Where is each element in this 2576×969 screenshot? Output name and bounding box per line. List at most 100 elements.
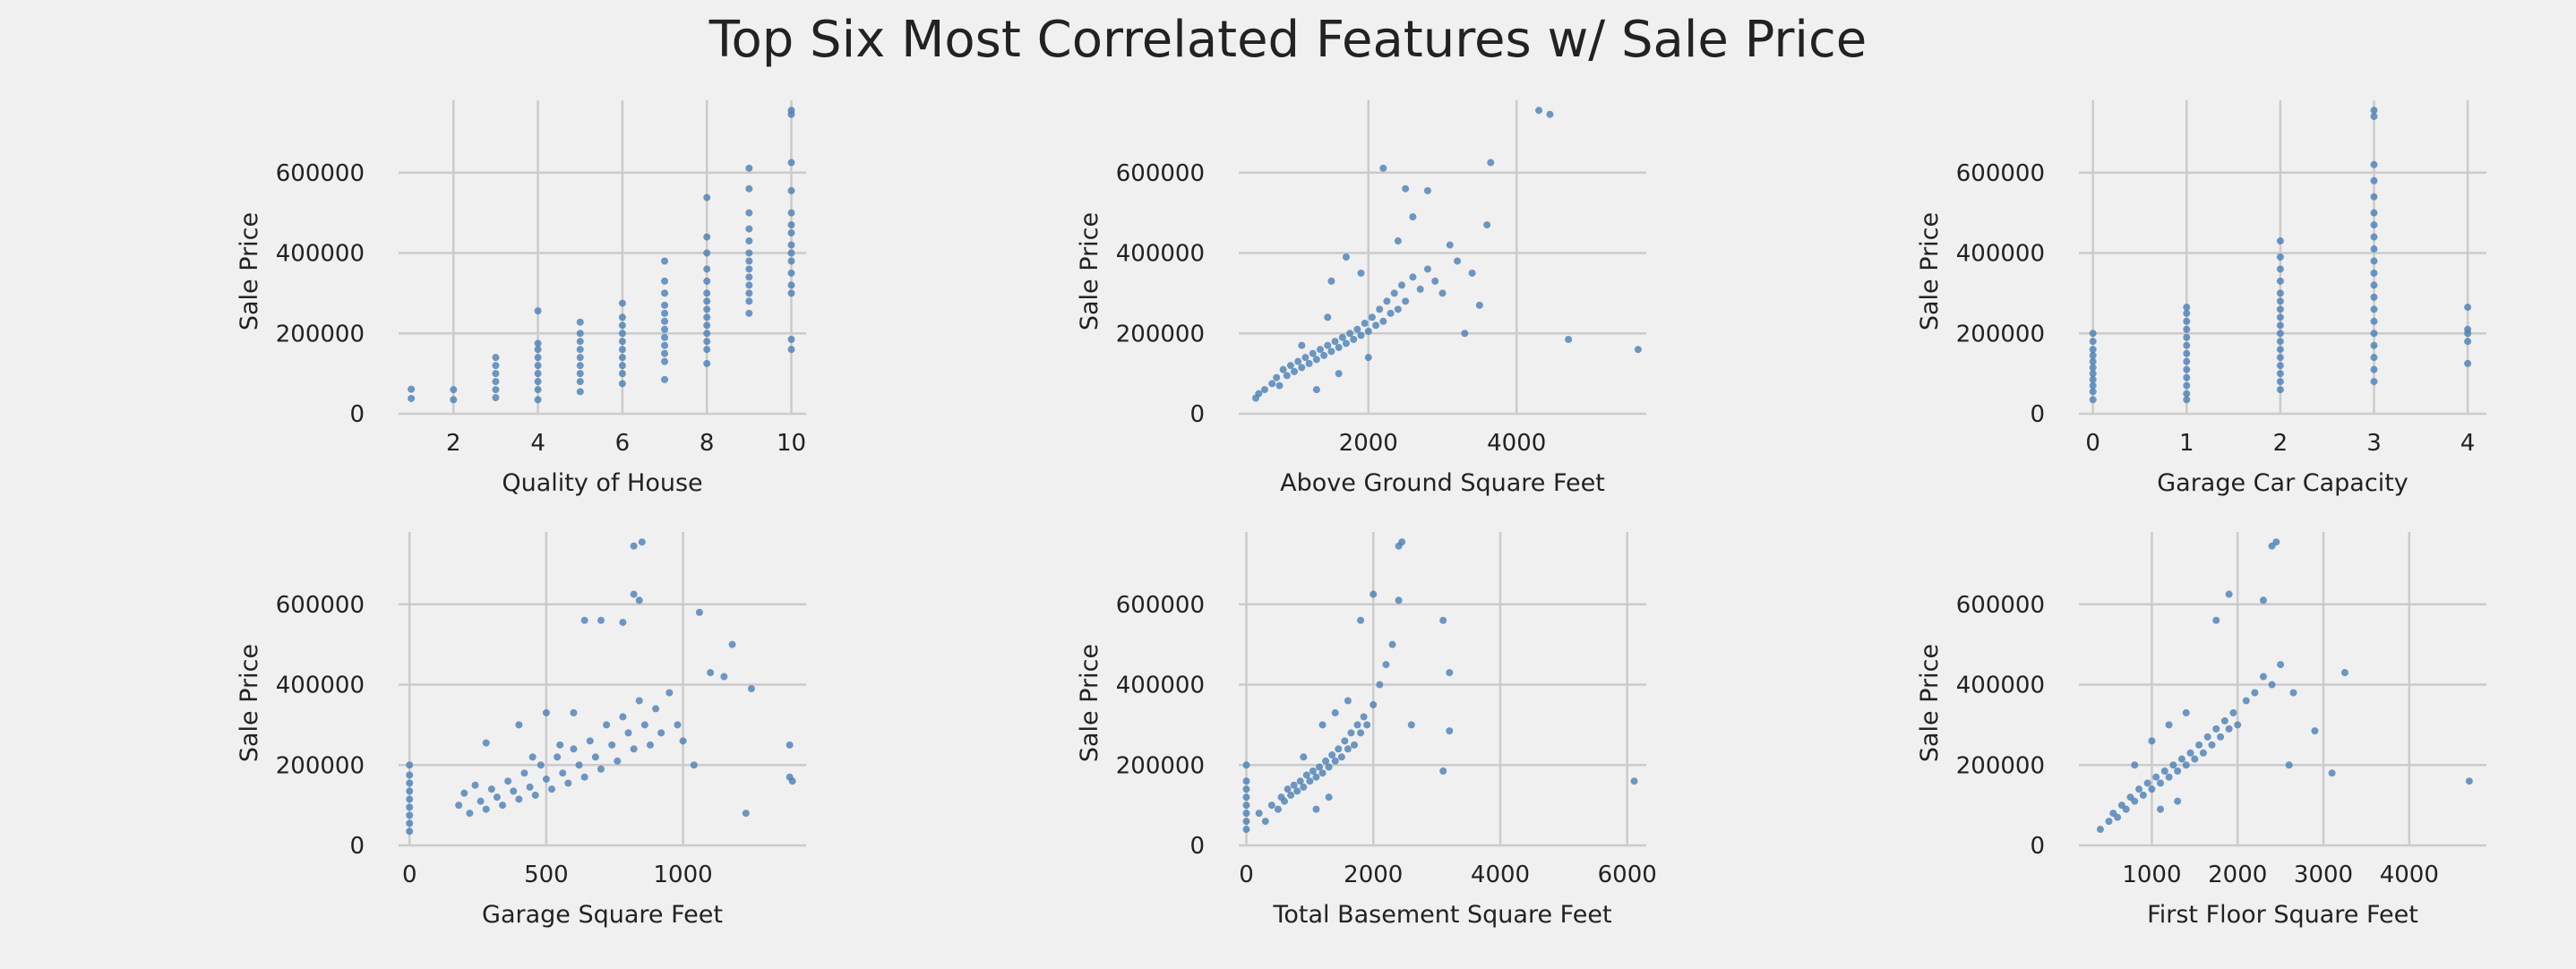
- data-point: [1242, 785, 1250, 793]
- data-point: [2276, 289, 2284, 297]
- data-point: [450, 396, 458, 404]
- data-point: [2165, 721, 2173, 729]
- data-point: [1261, 818, 1269, 826]
- data-point: [1344, 697, 1352, 705]
- data-point: [482, 805, 490, 813]
- data-point: [1312, 356, 1320, 364]
- y-tick-label: 600000: [276, 160, 365, 187]
- data-point: [2089, 364, 2097, 372]
- data-point: [2259, 596, 2267, 605]
- data-point: [2276, 346, 2284, 354]
- data-point: [1298, 341, 1306, 349]
- data-point: [1312, 805, 1320, 813]
- data-point: [608, 741, 616, 749]
- data-point: [575, 761, 583, 769]
- data-point: [1376, 305, 1384, 313]
- data-point: [1255, 390, 1263, 398]
- data-point: [1390, 289, 1398, 297]
- data-point: [1468, 269, 1476, 277]
- data-point: [1382, 661, 1390, 669]
- data-point: [534, 339, 542, 347]
- data-point: [482, 739, 490, 747]
- data-point: [2183, 317, 2191, 325]
- data-point: [1328, 751, 1336, 759]
- data-point: [564, 779, 572, 787]
- y-tick-label: 600000: [1956, 160, 2045, 187]
- data-point: [528, 753, 537, 761]
- x-tick-label: 3: [2366, 430, 2382, 457]
- data-point: [745, 281, 753, 289]
- data-point: [2152, 773, 2160, 781]
- data-point: [1342, 253, 1350, 261]
- data-point: [745, 265, 753, 273]
- data-point: [745, 257, 753, 265]
- x-axis-label: Garage Car Capacity: [2157, 469, 2409, 497]
- data-point: [1487, 159, 1495, 167]
- data-point: [1268, 380, 1276, 388]
- data-point: [1305, 359, 1313, 367]
- data-point: [1461, 330, 1469, 338]
- data-point: [1322, 757, 1330, 765]
- data-point: [2370, 209, 2378, 217]
- data-point: [703, 322, 711, 330]
- data-point: [1316, 763, 1324, 771]
- data-point: [1342, 339, 1350, 347]
- data-point: [787, 335, 795, 343]
- data-point: [542, 775, 550, 783]
- data-point: [2289, 689, 2297, 697]
- data-point: [1535, 107, 1543, 115]
- data-point: [745, 184, 753, 193]
- data-point: [1439, 616, 1447, 624]
- data-point: [787, 241, 795, 249]
- data-point: [2217, 733, 2225, 741]
- data-point: [2464, 359, 2472, 367]
- y-tick-label: 400000: [1116, 673, 1205, 699]
- data-point: [406, 828, 414, 836]
- data-point: [787, 107, 795, 115]
- data-point: [2465, 777, 2473, 785]
- data-point: [745, 225, 753, 233]
- data-point: [2220, 716, 2228, 725]
- y-tick-label: 600000: [1116, 160, 1205, 187]
- data-point: [745, 297, 753, 305]
- data-point: [2139, 791, 2147, 799]
- data-point: [471, 781, 479, 789]
- data-point: [661, 357, 669, 365]
- data-point: [1300, 753, 1308, 761]
- data-point: [576, 330, 584, 338]
- data-point: [2183, 349, 2191, 357]
- data-point: [1483, 221, 1491, 229]
- data-point: [510, 787, 518, 795]
- data-point: [2370, 378, 2378, 386]
- data-point: [787, 257, 795, 265]
- data-point: [406, 761, 414, 769]
- data-point: [2122, 805, 2130, 813]
- data-point: [576, 370, 584, 378]
- data-point: [2183, 325, 2191, 333]
- data-point: [1438, 289, 1447, 297]
- data-point: [597, 616, 605, 624]
- data-point: [1242, 793, 1250, 802]
- data-point: [537, 761, 545, 769]
- data-point: [2089, 338, 2097, 346]
- data-point: [2370, 245, 2378, 253]
- data-point: [1344, 745, 1352, 753]
- data-point: [492, 378, 500, 386]
- y-tick-label: 200000: [276, 321, 365, 347]
- data-point: [2183, 373, 2191, 382]
- data-point: [787, 249, 795, 257]
- data-point: [1372, 322, 1380, 330]
- data-point: [1318, 769, 1327, 777]
- data-point: [576, 378, 584, 386]
- data-point: [1409, 213, 1417, 221]
- data-point: [1306, 777, 1314, 785]
- data-point: [534, 386, 542, 394]
- data-point: [2276, 277, 2284, 285]
- data-point: [1309, 349, 1317, 357]
- data-point: [1242, 802, 1250, 810]
- data-point: [2464, 304, 2472, 312]
- data-point: [1350, 335, 1358, 343]
- data-point: [2276, 338, 2284, 346]
- data-point: [2276, 362, 2284, 370]
- y-tick-label: 0: [349, 833, 365, 860]
